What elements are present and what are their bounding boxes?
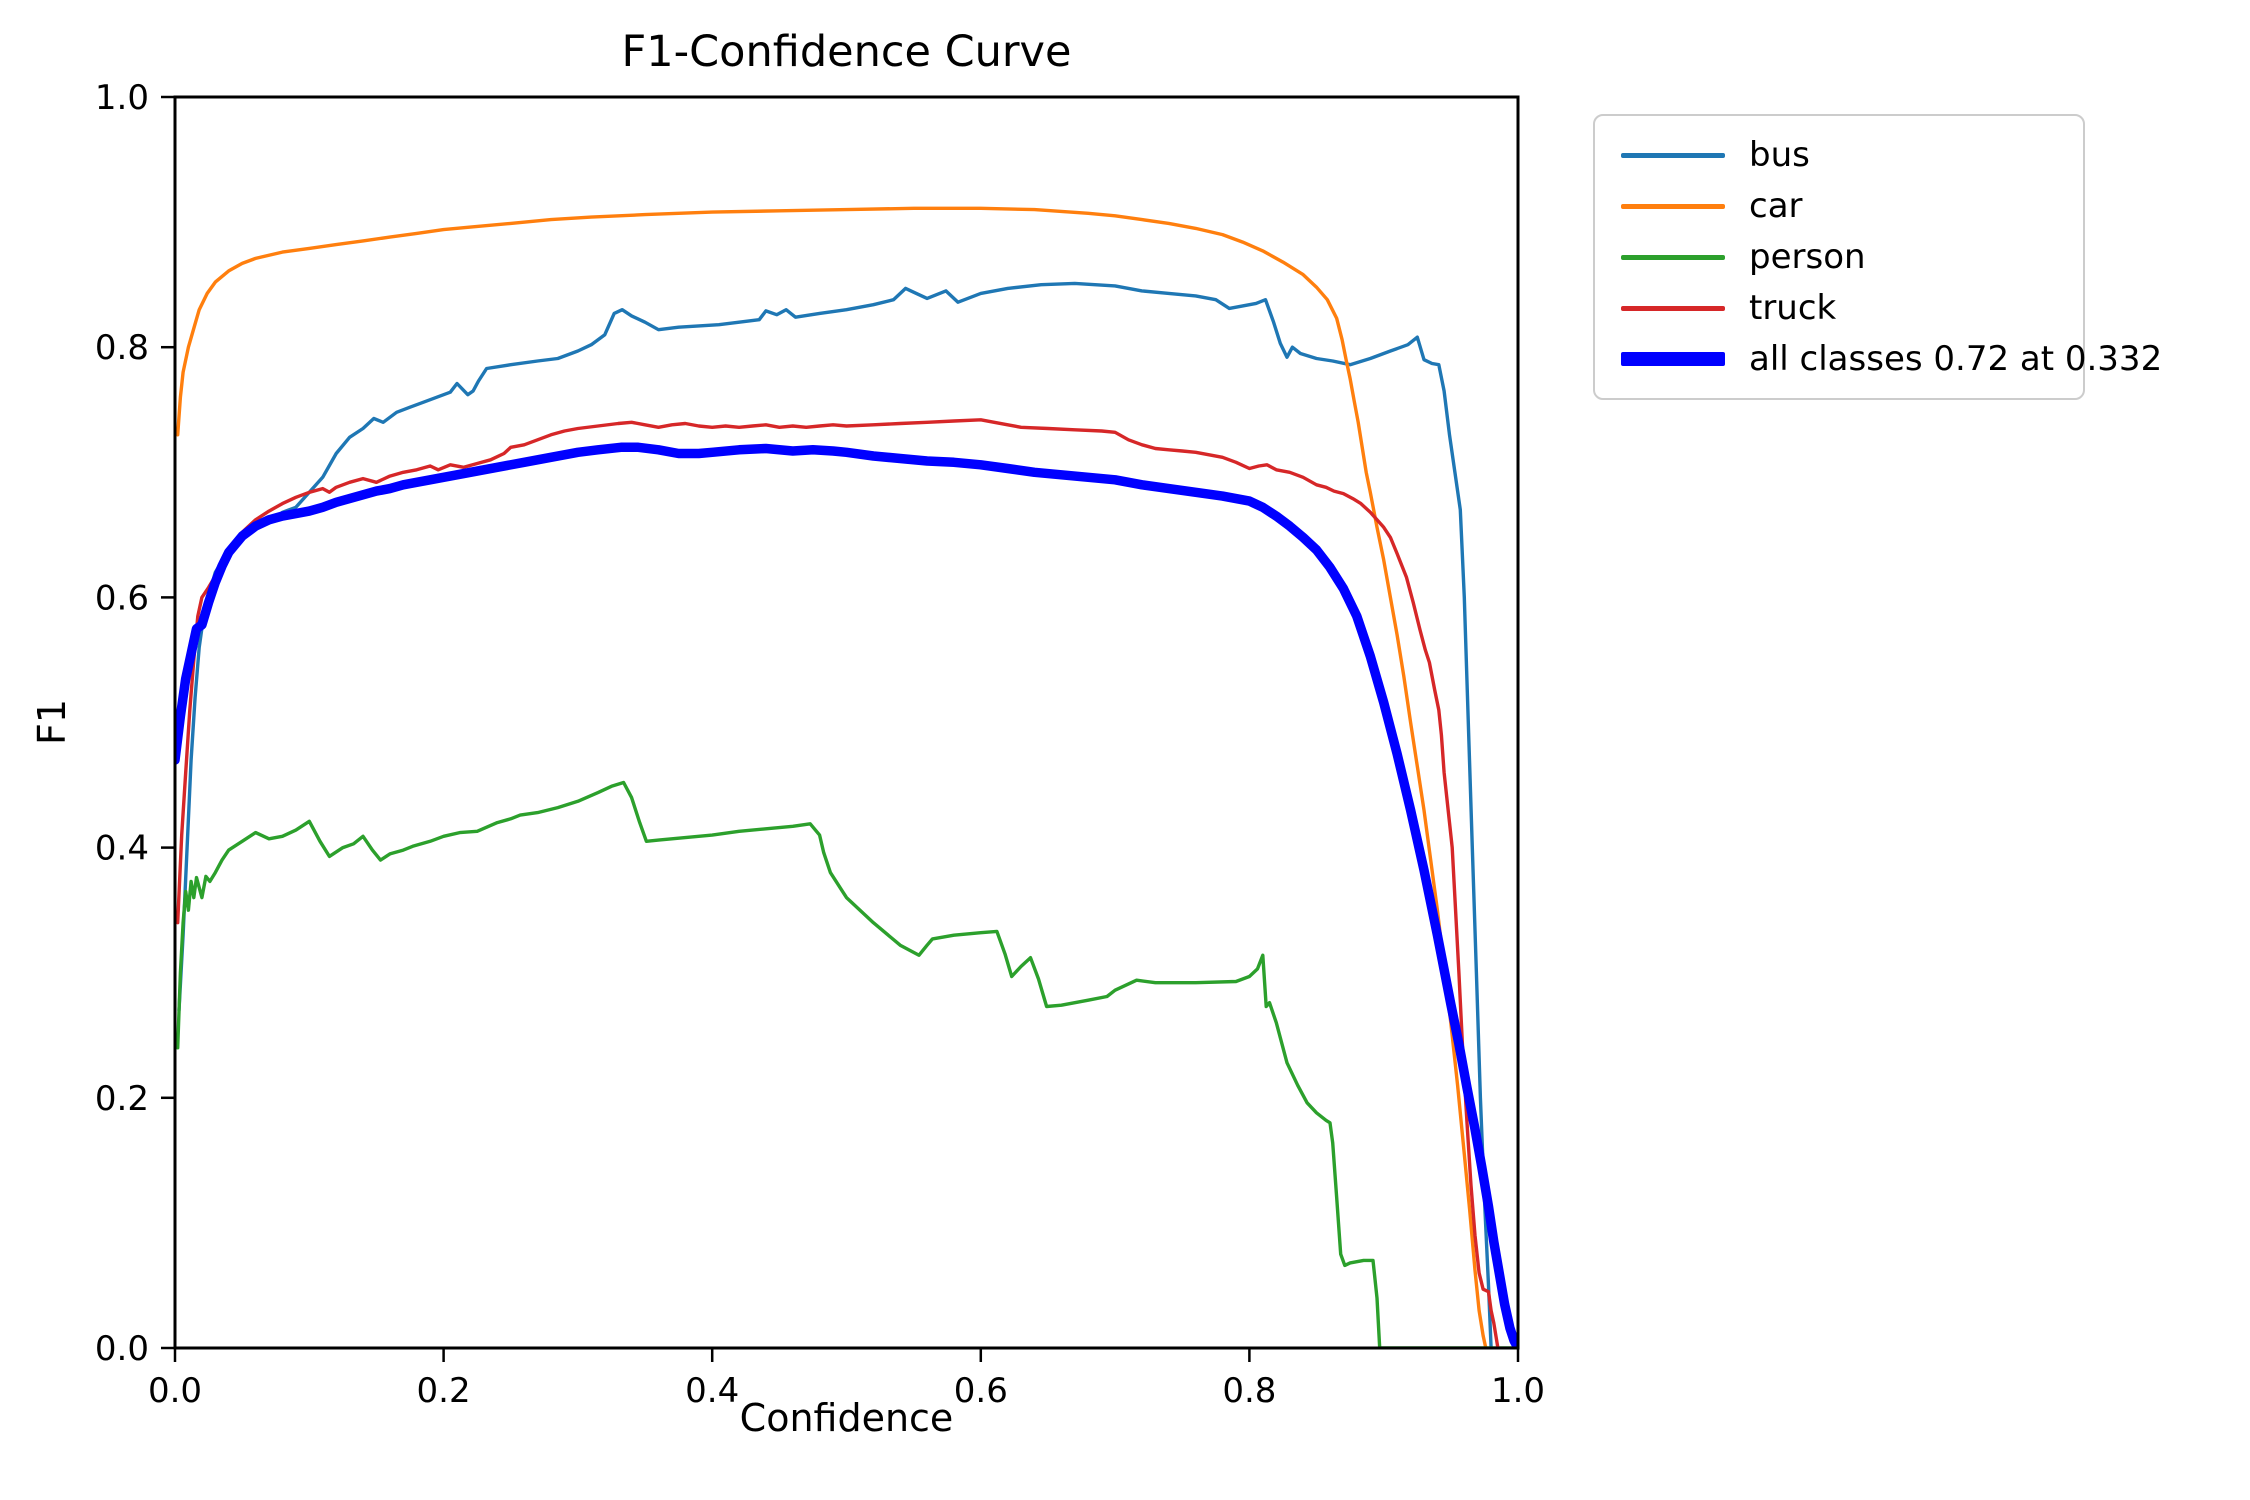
- legend-item-bus: bus: [1621, 135, 2073, 175]
- legend-item-all-classes-0-72-at-0-332: all classes 0.72 at 0.332: [1621, 339, 2162, 379]
- series-line-car: [175, 206, 1488, 1348]
- legend-line-sample-truck: [1621, 305, 1725, 311]
- axes-spines: [173, 95, 1520, 1350]
- x-tick-label: 0.2: [417, 1371, 471, 1411]
- legend-label-car: car: [1749, 186, 1803, 226]
- x-tick-label: 0.8: [1222, 1371, 1276, 1411]
- legend-item-car: car: [1621, 186, 2073, 226]
- chart-title: F1-Confidence Curve: [621, 27, 1072, 77]
- legend-item-person: person: [1621, 237, 2073, 277]
- x-tick-label: 1.0: [1491, 1371, 1545, 1411]
- y-axis-label: F1: [30, 698, 74, 746]
- y-tick-label: 0.0: [95, 1329, 149, 1369]
- y-tick-label: 0.6: [95, 578, 149, 618]
- x-tick-label: 0.0: [148, 1371, 202, 1411]
- legend: bus car person truck all classes 0.72 at 0.3…: [1593, 114, 2162, 400]
- series-line-truck: [175, 418, 1500, 1348]
- legend-line-sample-car: [1621, 203, 1725, 209]
- x-tick-label: 0.6: [954, 1371, 1008, 1411]
- legend-line-sample-person: [1621, 254, 1725, 260]
- y-tick-label: 0.4: [95, 829, 149, 869]
- series-line-bus: [177, 281, 1493, 1348]
- y-tick-label: 0.2: [95, 1079, 149, 1119]
- legend-label-person: person: [1749, 237, 1866, 277]
- legend-label-all-classes-0-72-at-0-332: all classes 0.72 at 0.332: [1749, 339, 2163, 379]
- series-line-all-classes-0-72-at-0-332: [175, 442, 1518, 1348]
- legend-item-truck: truck: [1621, 288, 2073, 328]
- legend-label-truck: truck: [1749, 288, 1837, 328]
- x-axis-label: Confidence: [739, 1396, 954, 1440]
- y-tick-label: 0.8: [95, 328, 149, 368]
- legend-line-sample-all-classes-0-72-at-0-332: [1621, 352, 1725, 366]
- legend-label-bus: bus: [1749, 135, 1810, 175]
- series-line-person: [175, 780, 1518, 1348]
- y-tick-label: 1.0: [95, 78, 149, 118]
- x-tick-label: 0.4: [685, 1371, 739, 1411]
- legend-line-sample-bus: [1621, 152, 1725, 158]
